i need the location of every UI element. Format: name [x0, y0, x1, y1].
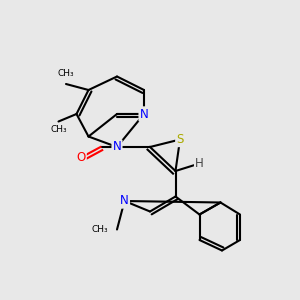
Text: CH₃: CH₃: [58, 69, 74, 78]
Text: O: O: [76, 151, 85, 164]
Text: N: N: [112, 140, 122, 154]
Text: CH₃: CH₃: [92, 225, 108, 234]
Text: N: N: [140, 107, 148, 121]
Text: H: H: [195, 157, 204, 170]
Text: CH₃: CH₃: [50, 124, 67, 134]
Text: S: S: [176, 133, 184, 146]
Text: N: N: [120, 194, 129, 208]
